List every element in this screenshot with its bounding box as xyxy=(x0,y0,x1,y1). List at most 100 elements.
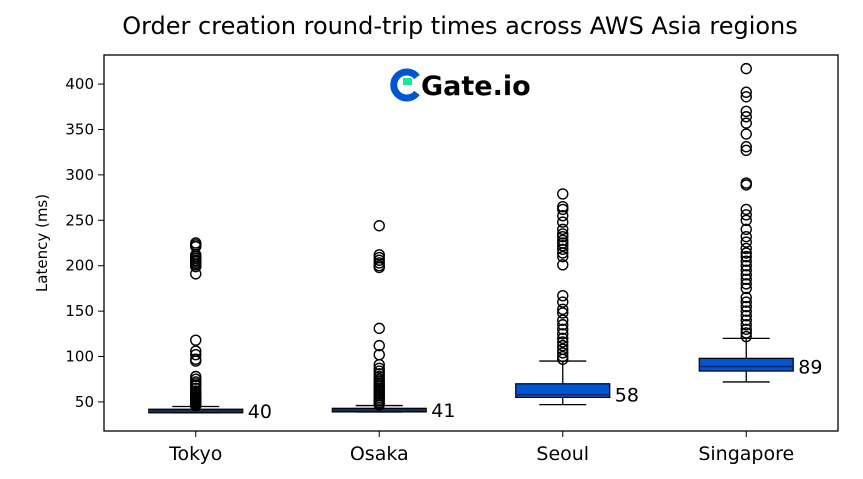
outlier-point xyxy=(373,220,385,232)
outlier-point xyxy=(557,250,569,263)
outlier-point xyxy=(557,223,569,236)
outlier-point xyxy=(557,247,569,259)
outlier-point xyxy=(740,223,752,236)
outlier-point xyxy=(740,86,752,98)
gate-io-logo: Gate.io xyxy=(390,68,531,102)
outlier-point xyxy=(740,247,752,259)
median-value-label: 41 xyxy=(431,400,455,422)
box-tokyo: 40 xyxy=(148,237,272,423)
outlier-point xyxy=(740,236,752,248)
outlier-point xyxy=(740,296,752,308)
x-tick-label: Tokyo xyxy=(168,443,222,465)
outlier-point xyxy=(740,305,752,317)
outlier-point xyxy=(373,359,385,371)
box-singapore: 89 xyxy=(698,62,822,383)
outlier-point xyxy=(740,314,752,326)
outlier-point xyxy=(557,336,569,348)
y-tick-label: 150 xyxy=(65,302,94,320)
outlier-point xyxy=(740,269,752,281)
y-axis-label: Latency (ms) xyxy=(33,194,51,292)
box-osaka: 41 xyxy=(331,220,455,422)
outlier-point xyxy=(740,282,752,295)
outlier-point xyxy=(740,128,752,140)
outlier-point xyxy=(740,242,752,255)
median-value-label: 89 xyxy=(798,357,822,379)
outlier-point xyxy=(373,398,385,411)
outlier-point xyxy=(190,260,202,273)
outlier-point xyxy=(740,117,752,129)
outlier-point xyxy=(740,62,752,75)
y-tick-label: 100 xyxy=(65,348,94,366)
outlier-point xyxy=(190,349,202,361)
y-tick-label: 50 xyxy=(75,393,94,411)
outlier-point xyxy=(740,260,752,272)
outlier-point xyxy=(740,330,752,343)
outlier-point xyxy=(557,210,569,222)
plot-area: 40 41 58 89 xyxy=(148,62,822,423)
y-tick-label: 250 xyxy=(65,211,94,229)
outlier-point xyxy=(557,332,569,345)
y-tick-label: 400 xyxy=(65,75,94,93)
outlier-point xyxy=(557,243,569,256)
outlier-point xyxy=(740,309,752,322)
median-value-label: 58 xyxy=(615,385,639,407)
outlier-point xyxy=(740,300,752,313)
outlier-point xyxy=(373,261,385,274)
outlier-point xyxy=(190,268,202,280)
outlier-point xyxy=(740,278,752,290)
outlier-point xyxy=(740,144,752,157)
outlier-point xyxy=(557,240,569,252)
outlier-point xyxy=(557,203,569,216)
outlier-point xyxy=(557,353,569,365)
outlier-point xyxy=(190,355,202,367)
outlier-point xyxy=(557,230,569,243)
outlier-point xyxy=(740,203,752,216)
outlier-point xyxy=(557,314,569,326)
outlier-point xyxy=(740,141,752,153)
outlier-point xyxy=(557,328,569,340)
outlier-point xyxy=(740,230,752,243)
outlier-point xyxy=(557,319,569,331)
x-tick-label: Seoul xyxy=(536,443,589,465)
outlier-point xyxy=(740,214,752,226)
iqr-box xyxy=(698,357,794,372)
median-value-label: 40 xyxy=(248,401,272,423)
outlier-point xyxy=(557,259,569,271)
outlier-point xyxy=(740,91,752,103)
outlier-point xyxy=(557,323,569,335)
gate-io-logo-text: Gate.io xyxy=(421,71,531,102)
outlier-point xyxy=(557,339,569,352)
outlier-point xyxy=(740,327,752,339)
x-tick-label: Singapore xyxy=(698,443,794,465)
outlier-point xyxy=(190,399,202,412)
plot-frame xyxy=(103,54,839,432)
outlier-point xyxy=(557,307,569,319)
box-seoul: 58 xyxy=(515,188,639,407)
outlier-point xyxy=(740,264,752,276)
outlier-point xyxy=(740,323,752,335)
outlier-point xyxy=(740,273,752,286)
outlier-point xyxy=(557,303,569,315)
outlier-point xyxy=(557,216,569,228)
outlier-point xyxy=(740,179,752,191)
outlier-point xyxy=(373,339,385,352)
chart-title: Order creation round-trip times across A… xyxy=(122,12,798,40)
y-tick-label: 200 xyxy=(65,257,94,275)
y-tick-label: 350 xyxy=(65,120,94,138)
outlier-point xyxy=(740,105,752,118)
outlier-point xyxy=(740,250,752,263)
x-tick-label: Osaka xyxy=(350,443,409,465)
outlier-point xyxy=(557,347,569,359)
outlier-point xyxy=(557,188,569,200)
outlier-point xyxy=(557,296,569,308)
outlier-point xyxy=(740,111,752,123)
outlier-point xyxy=(740,255,752,267)
outlier-point xyxy=(740,209,752,221)
outlier-point xyxy=(190,334,202,346)
outlier-point xyxy=(373,322,385,335)
outlier-point xyxy=(740,291,752,304)
outlier-point xyxy=(557,289,569,302)
gate-io-logo-icon xyxy=(390,68,420,102)
outlier-point xyxy=(740,319,752,331)
